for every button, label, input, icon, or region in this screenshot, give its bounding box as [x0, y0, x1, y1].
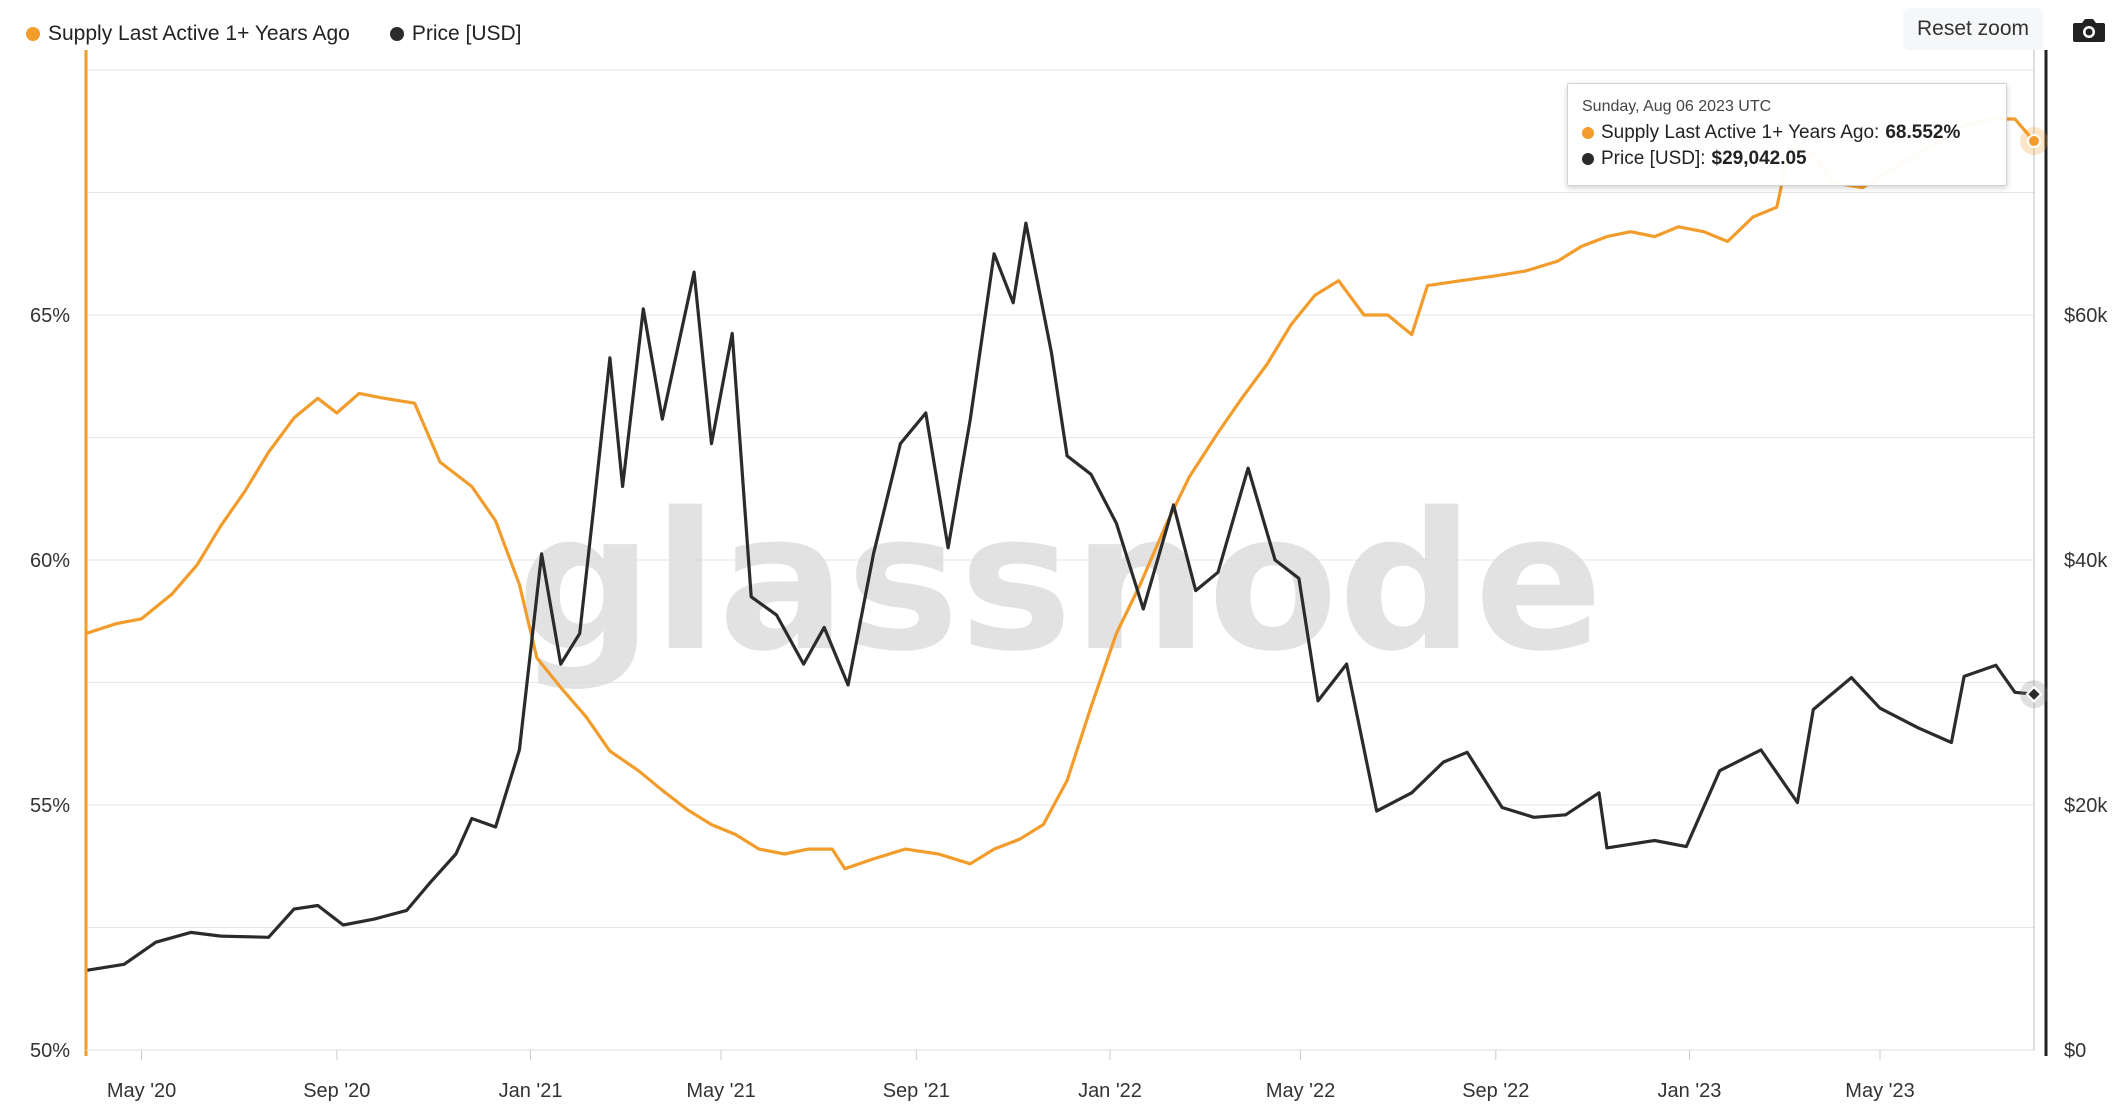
x-tick-label: Sep '20	[303, 1080, 370, 1102]
tooltip-dot-supply-icon	[1582, 127, 1594, 139]
tooltip-date: Sunday, Aug 06 2023 UTC	[1582, 98, 1772, 115]
legend-item-price[interactable]: Price [USD]	[389, 22, 522, 46]
x-tick-label: May '20	[107, 1080, 176, 1102]
tooltip-row-price: Price [USD]: $29,042.05	[1582, 148, 1992, 170]
x-tick-label: May '21	[686, 1080, 755, 1102]
hover-marker-supply	[2027, 134, 2041, 149]
x-tick-label: Jan '22	[1078, 1080, 1142, 1102]
y-right-tick-label: $60k	[2064, 305, 2108, 327]
series-layer	[84, 117, 2036, 972]
y-left-tick-label: 55%	[30, 795, 70, 817]
y-right-tick-label: $20k	[2064, 795, 2108, 817]
legend: Supply Last Active 1+ Years Ago Price [U…	[26, 22, 522, 46]
y-right-tick-label: $40k	[2064, 550, 2108, 572]
series-line-price	[84, 221, 2036, 972]
tooltip-value-price: $29,042.05	[1711, 148, 1807, 169]
y-left-tick-label: 50%	[30, 1040, 70, 1062]
camera-icon[interactable]	[2072, 16, 2106, 44]
tooltip-row-supply: Supply Last Active 1+ Years Ago: 68.552%	[1582, 122, 1992, 144]
tooltip: Sunday, Aug 06 2023 UTC Supply Last Acti…	[1567, 83, 2007, 186]
legend-dot-price-icon	[389, 27, 404, 41]
series-line-supply	[84, 117, 2036, 871]
legend-label-supply: Supply Last Active 1+ Years Ago	[48, 22, 350, 45]
x-tick-label: Jan '21	[499, 1080, 563, 1102]
tooltip-value-supply: 68.552%	[1885, 122, 1961, 143]
hover-markers	[2020, 50, 2048, 1050]
hover-marker-price	[2025, 685, 2043, 703]
legend-label-price: Price [USD]	[411, 22, 522, 45]
x-tick-label: May '22	[1266, 1080, 1335, 1102]
x-tick-label: Sep '22	[1462, 1080, 1529, 1102]
x-tick-label: Sep '21	[883, 1080, 950, 1102]
tooltip-label-supply: Supply Last Active 1+ Years Ago:	[1601, 122, 1880, 143]
x-tick-label: Jan '23	[1658, 1080, 1722, 1102]
reset-zoom-button[interactable]: Reset zoom	[1903, 8, 2043, 50]
y-right-tick-label: $0	[2064, 1040, 2086, 1062]
watermark: glassnode	[517, 472, 1603, 693]
tooltip-dot-price-icon	[1582, 153, 1594, 165]
axes: May '20 Sep '20 Jan '21 May '21 Sep '21 Jan '…	[30, 50, 2108, 1102]
x-tick-label: May '23	[1845, 1080, 1914, 1102]
y-left-tick-label: 65%	[30, 305, 70, 327]
legend-dot-supply-icon	[26, 27, 40, 41]
legend-item-supply[interactable]: Supply Last Active 1+ Years Ago	[26, 22, 350, 46]
tooltip-label-price: Price [USD]:	[1601, 148, 1706, 169]
gridlines	[86, 69, 2034, 1051]
y-left-tick-label: 60%	[30, 550, 70, 572]
